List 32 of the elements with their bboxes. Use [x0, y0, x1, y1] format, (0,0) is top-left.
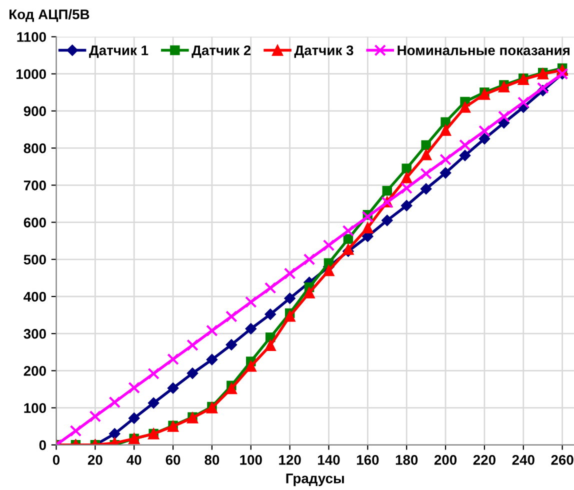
x-tick-label: 160 [356, 455, 379, 465]
y-tick-label: 700 [24, 180, 46, 190]
y-tick-label: 900 [24, 106, 46, 116]
y-tick-label: 200 [24, 366, 46, 376]
legend-label: Номинальные показания [398, 46, 570, 56]
y-tick-label: 100 [24, 403, 46, 413]
legend-label: Датчик 3 [294, 45, 354, 58]
y-tick-label: 0 [39, 440, 46, 450]
x-tick-label: 0 [52, 455, 60, 465]
x-tick-label: 180 [396, 455, 418, 465]
x-tick-label: 240 [512, 455, 534, 465]
y-axis-title: Код АЦП/5В [10, 9, 90, 22]
legend-label: Датчик 1 [89, 46, 148, 58]
x-tick-label: 100 [240, 455, 262, 465]
x-axis-title: Градусы [286, 474, 344, 486]
y-tick-label: 800 [24, 143, 46, 154]
y-tick-label: 1100 [17, 32, 46, 42]
y-tick-label: 500 [24, 254, 46, 265]
x-tick-label: 120 [279, 455, 301, 465]
legend-label: Датчик 2 [192, 45, 251, 58]
y-tick-label: 1000 [16, 69, 46, 80]
x-tick-label: 40 [126, 455, 142, 465]
x-tick-label: 60 [166, 455, 180, 465]
x-tick-label: 20 [88, 455, 102, 465]
y-tick-label: 600 [24, 218, 46, 228]
y-tick-label: 400 [24, 292, 46, 302]
x-tick-label: 260 [551, 455, 574, 465]
x-tick-label: 200 [434, 455, 457, 465]
x-tick-label: 220 [473, 455, 496, 465]
x-tick-label: 140 [318, 455, 340, 465]
x-tick-label: 80 [204, 455, 220, 465]
y-tick-label: 300 [24, 328, 46, 339]
